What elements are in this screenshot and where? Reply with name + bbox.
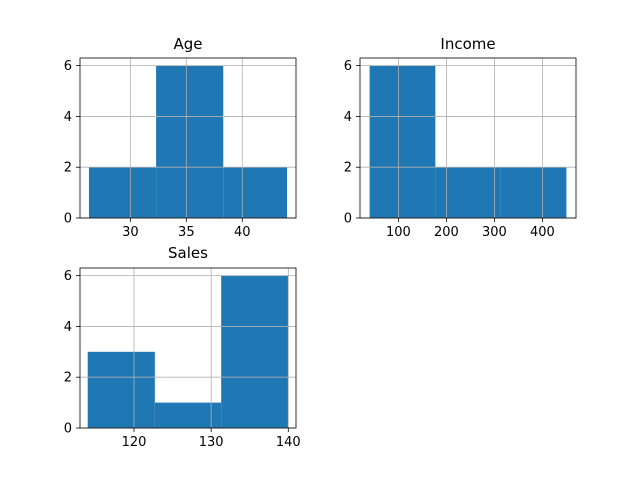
panel-title-income: Income: [440, 35, 495, 53]
age-bar-1: [156, 65, 224, 218]
age-ytick-label-0: 0: [64, 212, 72, 227]
sales-xtick-label-1: 130: [199, 435, 224, 450]
panel-income: Income 100 200 300 400 0 2 4 6: [344, 35, 577, 240]
sales-bar-1: [154, 402, 222, 428]
sales-ytick-label-2: 4: [64, 320, 72, 335]
age-xtick-label-2: 40: [234, 225, 251, 240]
age-ytick-label-2: 4: [64, 110, 72, 125]
income-bar-2: [500, 167, 567, 218]
sales-xtick-label-0: 120: [122, 435, 147, 450]
panel-title-sales: Sales: [168, 244, 208, 262]
income-ytick-label-2: 4: [344, 110, 352, 125]
income-bar-1: [435, 167, 501, 218]
panel-age: Age 30 35 40 0 2 4 6: [64, 35, 297, 240]
sales-axes-frame: [79, 267, 297, 429]
age-xtick-label-0: 30: [122, 225, 139, 240]
age-ytick-label-3: 6: [64, 59, 72, 74]
sales-xtick-label-2: 140: [276, 435, 301, 450]
income-bar-0: [369, 65, 436, 218]
panel-title-age: Age: [173, 35, 202, 53]
income-ytick-label-3: 6: [344, 59, 352, 74]
sales-bar-0: [87, 351, 155, 428]
sales-bar-2: [221, 275, 289, 428]
panel-sales: Sales 120 130 140 0 2 4 6: [64, 244, 301, 450]
income-ytick-label-0: 0: [344, 212, 352, 227]
age-xtick-label-1: 35: [178, 225, 195, 240]
sales-ytick-label-1: 2: [64, 371, 72, 386]
income-ytick-label-1: 2: [344, 161, 352, 176]
sales-ytick-label-3: 6: [64, 269, 72, 284]
income-axes-frame: [359, 57, 577, 219]
income-xtick-label-3: 400: [530, 225, 555, 240]
income-xtick-label-1: 200: [434, 225, 459, 240]
income-xtick-label-2: 300: [482, 225, 507, 240]
age-bar-2: [223, 167, 288, 218]
sales-ytick-label-0: 0: [64, 422, 72, 437]
income-xtick-label-0: 100: [386, 225, 411, 240]
age-ytick-label-1: 2: [64, 161, 72, 176]
age-axes-frame: [79, 57, 297, 219]
age-bar-0: [88, 167, 157, 218]
